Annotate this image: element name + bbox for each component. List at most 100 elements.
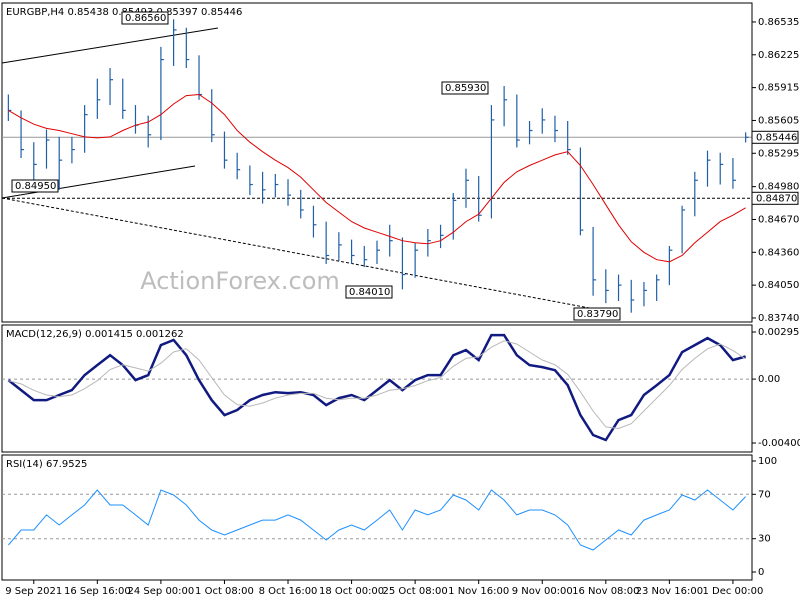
price-bar <box>45 129 50 169</box>
x-tick-label: 1 Dec 00:00 <box>702 586 763 597</box>
x-tick-label: 16 Nov 08:00 <box>572 586 639 597</box>
x-tick-label: 24 Sep 00:00 <box>128 586 195 597</box>
price-bar <box>490 105 495 219</box>
y-tick-label: 0.002955 <box>758 327 800 338</box>
price-bar <box>173 19 177 66</box>
y-tick-label: 0.85915 <box>758 83 799 94</box>
price-bar <box>579 147 584 236</box>
annotation-box <box>11 179 59 193</box>
y-tick-label: 0.86535 <box>758 17 799 28</box>
indicator-line <box>8 489 746 551</box>
price-bar <box>160 46 164 141</box>
y-tick-label: 100 <box>758 456 777 467</box>
price-bar <box>249 165 253 196</box>
trend-line <box>1 27 219 64</box>
panel-frame <box>1 2 753 323</box>
y-tick-label: 0.00 <box>758 374 780 385</box>
x-tick-label: 23 Nov 16:00 <box>636 586 703 597</box>
x-tick-label: 18 Oct 00:00 <box>319 586 384 597</box>
y-tick-label: -0.004009 <box>758 438 800 449</box>
trend-line <box>1 165 196 199</box>
price-bar <box>338 232 342 261</box>
indicator-line <box>7 333 746 442</box>
annotation-box <box>121 11 169 25</box>
annotation-box <box>345 285 393 299</box>
price-bar <box>350 239 355 264</box>
price-bar <box>211 89 215 143</box>
price-bar <box>706 150 711 187</box>
price-bar <box>745 132 749 143</box>
price-bar <box>605 269 609 304</box>
price-bar <box>96 78 101 119</box>
price-bar <box>554 115 558 143</box>
price-bar <box>439 224 444 249</box>
price-bar <box>414 242 419 278</box>
price-level-label: 0.84870 <box>756 193 797 204</box>
annotation: 0.84950 <box>15 181 56 192</box>
panel-title: RSI(14) 67.9525 <box>6 459 87 470</box>
price-bar <box>274 173 279 198</box>
price-bar <box>630 279 635 313</box>
price-bar <box>541 108 546 134</box>
price-bar <box>656 274 660 302</box>
price-bar <box>58 136 63 190</box>
panel-frame <box>1 324 753 453</box>
annotation: 0.83790 <box>577 309 618 320</box>
y-tick-label: 0.85295 <box>758 148 799 159</box>
watermark: ActionForex.com <box>140 267 340 295</box>
y-tick-label: 0.84980 <box>758 182 799 193</box>
price-level-box <box>751 130 799 144</box>
price-bar <box>71 136 75 164</box>
y-tick-label: 0 <box>758 567 764 578</box>
price-bar <box>363 245 368 268</box>
annotation-box <box>573 307 621 321</box>
price-bar <box>389 224 393 257</box>
price-bar <box>643 281 647 307</box>
annotation: 0.85930 <box>445 83 486 94</box>
x-tick-label: 25 Oct 08:00 <box>383 586 448 597</box>
price-bar <box>592 226 597 296</box>
price-bar <box>147 115 152 148</box>
price-bar <box>567 120 571 155</box>
price-bar <box>503 86 508 127</box>
y-tick-label: 0.84050 <box>758 280 799 291</box>
trend-line <box>1 197 601 311</box>
price-bar <box>719 152 724 185</box>
price-bar <box>122 78 126 119</box>
price-bar <box>84 105 88 153</box>
indicator-line <box>8 340 746 430</box>
panel-title: MACD(12,26,9) 0.001415 0.001262 <box>6 329 184 340</box>
y-tick-label: 0.84360 <box>758 247 799 258</box>
price-level-label: 0.85446 <box>756 132 797 143</box>
annotation: 0.86560 <box>125 13 166 24</box>
price-bar <box>223 131 228 169</box>
price-bar <box>694 171 698 217</box>
price-level-box <box>751 191 799 205</box>
y-tick-label: 0.85605 <box>758 115 799 126</box>
y-tick-label: 70 <box>758 489 771 500</box>
price-bar <box>287 179 292 206</box>
price-bar <box>617 274 622 302</box>
price-bar <box>236 152 241 180</box>
y-tick-label: 0.84670 <box>758 214 799 225</box>
price-bar <box>401 237 406 290</box>
x-tick-label: 1 Nov 16:00 <box>448 586 509 597</box>
price-bar <box>732 158 736 189</box>
panel-frame <box>1 454 753 581</box>
price-bar <box>668 245 673 286</box>
x-tick-label: 9 Nov 00:00 <box>512 586 573 597</box>
price-bar <box>427 229 431 257</box>
price-bar <box>312 205 317 238</box>
annotation-box <box>441 81 489 95</box>
annotation: 0.84010 <box>349 287 390 298</box>
price-bar <box>465 168 469 208</box>
moving-average <box>8 93 746 263</box>
x-tick-label: 9 Sep 2021 <box>5 586 62 597</box>
y-tick-label: 0.83740 <box>758 313 799 324</box>
price-bar <box>109 68 114 106</box>
x-tick-label: 1 Oct 08:00 <box>195 586 254 597</box>
price-bar <box>185 27 190 69</box>
price-bar <box>376 240 380 264</box>
